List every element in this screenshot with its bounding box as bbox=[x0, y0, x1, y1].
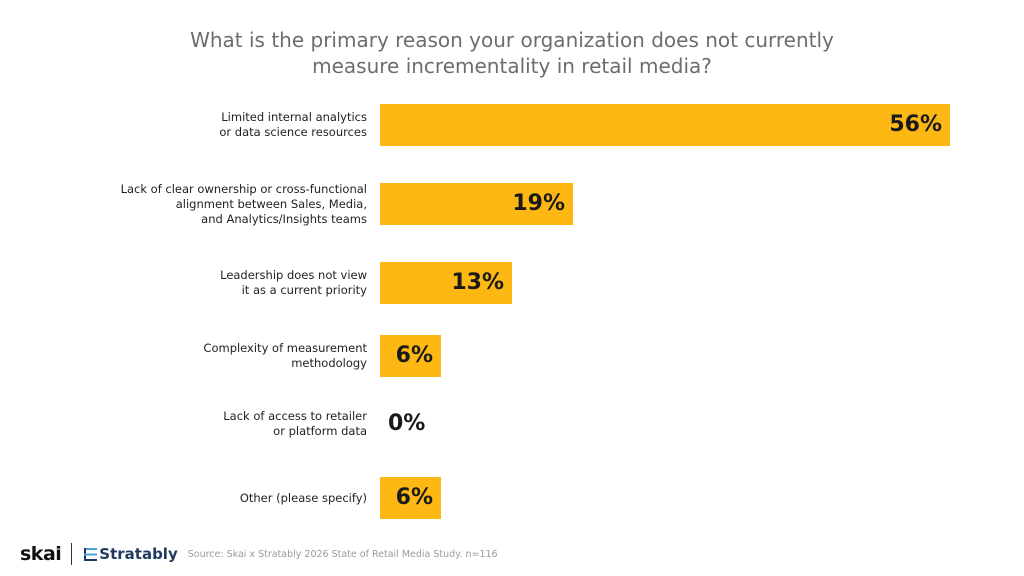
category-label-line: or platform data bbox=[273, 424, 367, 438]
bar bbox=[380, 335, 441, 377]
category-label: Leadership does not view it as a current … bbox=[67, 268, 367, 298]
category-label: Lack of clear ownership or cross-functio… bbox=[67, 182, 367, 227]
skai-logo: skai bbox=[20, 543, 62, 565]
category-label: Lack of access to retailer or platform da… bbox=[67, 409, 367, 439]
category-label-line: it as a current priority bbox=[241, 283, 367, 297]
stratably-logo: Stratably bbox=[84, 545, 178, 563]
category-label-line: and Analytics/Insights teams bbox=[201, 211, 367, 226]
category-label-line: Lack of clear ownership or cross-functio… bbox=[120, 181, 367, 196]
category-label-line: or data science resources bbox=[219, 125, 367, 139]
category-label-line: Other (please specify) bbox=[239, 490, 367, 505]
category-label: Complexity of measurement methodology bbox=[67, 341, 367, 371]
source-note: Source: Skai x Stratably 2026 State of R… bbox=[187, 548, 498, 560]
bar bbox=[380, 104, 950, 146]
value-label: 19% bbox=[512, 191, 565, 216]
value-label: 6% bbox=[395, 485, 433, 510]
category-label-line: Limited internal analytics bbox=[221, 110, 367, 124]
category-label: Other (please specify) bbox=[67, 491, 367, 506]
category-label-line: Lack of access to retailer bbox=[223, 409, 367, 423]
footer-divider bbox=[71, 543, 73, 565]
category-label-line: methodology bbox=[291, 356, 367, 370]
bar bbox=[380, 183, 573, 225]
bar bbox=[380, 262, 512, 304]
value-label: 6% bbox=[395, 343, 433, 368]
category-label-line: Leadership does not view bbox=[220, 268, 367, 282]
chart-title-line: What is the primary reason your organiza… bbox=[190, 28, 834, 52]
stratably-wordmark: Stratably bbox=[99, 545, 178, 563]
value-label: 0% bbox=[388, 411, 426, 436]
value-label: 13% bbox=[451, 270, 504, 295]
category-label-line: Complexity of measurement bbox=[203, 341, 367, 355]
chart-title-line: measure incrementality in retail media? bbox=[312, 54, 712, 78]
bar bbox=[380, 477, 441, 519]
category-label: Limited internal analytics or data scienc… bbox=[67, 110, 367, 140]
chart-title: What is the primary reason your organiza… bbox=[112, 27, 912, 79]
footer: skai Stratably Source: Skai x Stratably … bbox=[20, 540, 498, 568]
category-label-line: alignment between Sales, Media, bbox=[175, 196, 367, 211]
stratably-icon bbox=[84, 547, 98, 561]
value-label: 56% bbox=[889, 112, 942, 137]
